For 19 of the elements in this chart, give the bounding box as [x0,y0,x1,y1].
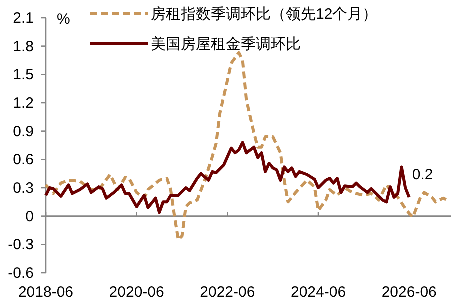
x-tick-label: 2018-06 [18,284,74,301]
y-tick-label: 0.9 [13,123,34,140]
y-tick-label: 2.1 [13,10,34,27]
y-tick-label: 1.8 [13,38,34,56]
x-tick-label: 2020-06 [109,284,164,301]
annotation: 0.2 [412,166,434,184]
x-tick-label: 2026-06 [382,284,437,301]
x-tick-label: 2022-06 [200,284,256,301]
legend-label: 房租指数季调环比（领先12个月） [151,6,378,23]
legend-label: 美国房屋租金季调环比 [151,36,301,53]
y-axis-title: % [57,11,70,28]
y-tick-label: 0 [26,208,34,226]
y-tick-label: 0.3 [13,180,34,197]
y-tick-label: 1.5 [13,66,34,84]
y-tick-label: 1.2 [13,95,34,112]
y-tick-label: 0.6 [13,152,34,169]
x-tick-label: 2024-06 [290,284,346,301]
y-tick-label: -0.3 [8,236,34,254]
y-tick-label: -0.6 [8,265,34,282]
